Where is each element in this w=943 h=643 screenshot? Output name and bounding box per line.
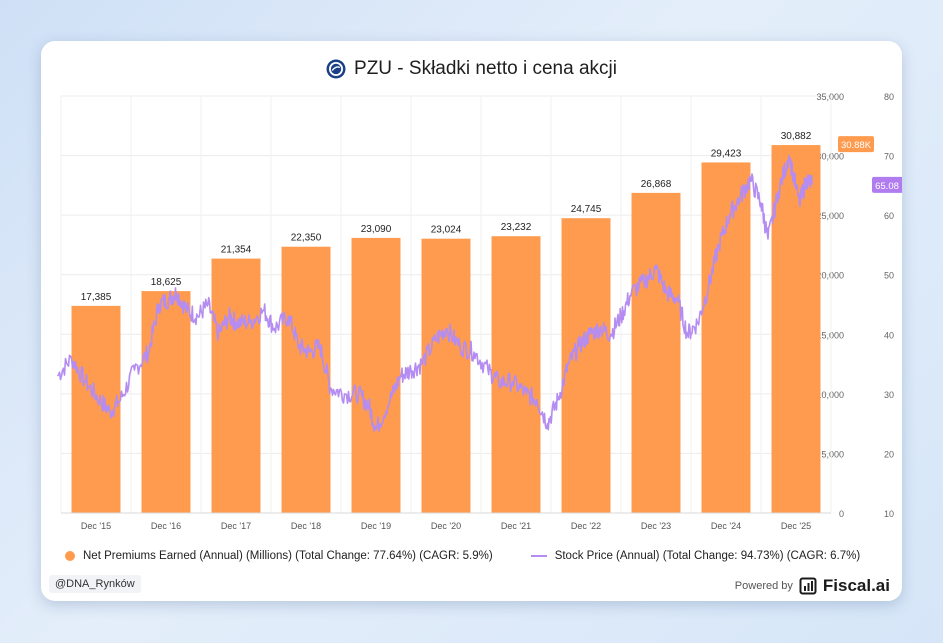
powered-by-label: Powered by	[734, 580, 793, 592]
pzu-logo-icon	[326, 59, 346, 79]
bar-data-label: 26,868	[641, 179, 672, 190]
x-axis-tick-label: Dec '21	[501, 521, 531, 531]
bar	[421, 238, 471, 513]
bar	[211, 258, 261, 513]
right-axis-tick-label: 70	[884, 152, 894, 162]
bar-data-label: 23,090	[361, 224, 392, 235]
right-axis-tick-label: 30	[884, 390, 894, 400]
left-axis-tick-label: 30,000	[816, 152, 844, 162]
author-handle: @DNA_Rynków	[49, 575, 141, 593]
left-axis-tick-label: 5,000	[821, 449, 844, 459]
x-axis-tick-label: Dec '19	[361, 521, 391, 531]
bar-data-label: 30,882	[781, 131, 812, 142]
x-axis-tick-label: Dec '17	[221, 521, 251, 531]
legend: Net Premiums Earned (Annual) (Millions) …	[65, 546, 895, 566]
x-axis-tick-label: Dec '20	[431, 521, 461, 531]
right-axis-tick-label: 10	[884, 509, 894, 519]
x-axis-tick-label: Dec '15	[81, 521, 111, 531]
bar	[701, 162, 751, 513]
legend-price-swatch	[530, 555, 547, 557]
right-axis-tick-label: 60	[884, 211, 894, 221]
fiscal-ai-logo-icon	[799, 577, 817, 595]
x-axis-tick-label: Dec '23	[641, 521, 671, 531]
legend-price-label[interactable]: Stock Price (Annual) (Total Change: 94.7…	[554, 550, 861, 562]
price-last-value-label: 65.08	[875, 181, 899, 192]
bar	[281, 246, 331, 514]
bar-data-label: 21,354	[221, 245, 252, 256]
left-axis-tick-label: 35,000	[816, 92, 844, 102]
left-axis-tick-label: 20,000	[816, 271, 844, 281]
x-axis-tick-label: Dec '18	[291, 521, 321, 531]
bar	[561, 218, 611, 513]
bar	[491, 236, 541, 513]
legend-premiums-swatch	[65, 551, 75, 561]
x-axis-tick-label: Dec '25	[781, 521, 811, 531]
powered-by: Powered by Fiscal.ai	[735, 575, 890, 597]
bar-data-label: 18,625	[151, 277, 182, 288]
right-axis-tick-label: 80	[884, 92, 894, 102]
x-axis-tick-label: Dec '22	[571, 521, 601, 531]
bar-data-label: 22,350	[291, 233, 322, 244]
bar	[71, 305, 121, 513]
left-axis-tick-label: 10,000	[816, 390, 844, 400]
right-axis-tick-label: 50	[884, 271, 894, 281]
bar-data-label: 17,385	[81, 292, 112, 303]
stock-price-line	[56, 154, 813, 432]
chart-svg: 0 5,000 10,000 15,000 20,000 25,000 30,000 35,0…	[56, 92, 902, 531]
x-axis-tick-label: Dec '16	[151, 521, 181, 531]
title-row: PZU - Składki netto i cena akcji	[41, 55, 902, 83]
left-axis-tick-label: 25,000	[816, 211, 844, 221]
bar-data-label: 23,232	[501, 222, 532, 233]
chart-card: 0 5,000 10,000 15,000 20,000 25,000 30,000 35,0…	[41, 41, 902, 601]
x-axis-tick-label: Dec '24	[711, 521, 741, 531]
bar-last-value-label: 30.88K	[841, 140, 872, 151]
left-axis-tick-label: 15,000	[816, 330, 844, 340]
bar	[351, 237, 401, 513]
bar-last-value-badge	[838, 136, 874, 153]
bar-data-label: 24,745	[571, 204, 602, 215]
bar-data-label: 29,423	[711, 148, 742, 159]
chart-title: PZU - Składki netto i cena akcji	[354, 58, 617, 79]
price-last-value-badge	[872, 176, 902, 193]
right-axis-tick-label: 40	[884, 330, 894, 340]
bar-data-label: 23,024	[431, 225, 462, 236]
right-axis-tick-label: 20	[884, 449, 894, 459]
bar	[631, 192, 681, 514]
bar	[771, 145, 821, 513]
left-axis-tick-label: 0	[839, 509, 844, 519]
brand-name[interactable]: Fiscal.ai	[822, 576, 890, 595]
bar	[141, 291, 191, 513]
legend-premiums-label[interactable]: Net Premiums Earned (Annual) (Millions) …	[83, 550, 493, 562]
